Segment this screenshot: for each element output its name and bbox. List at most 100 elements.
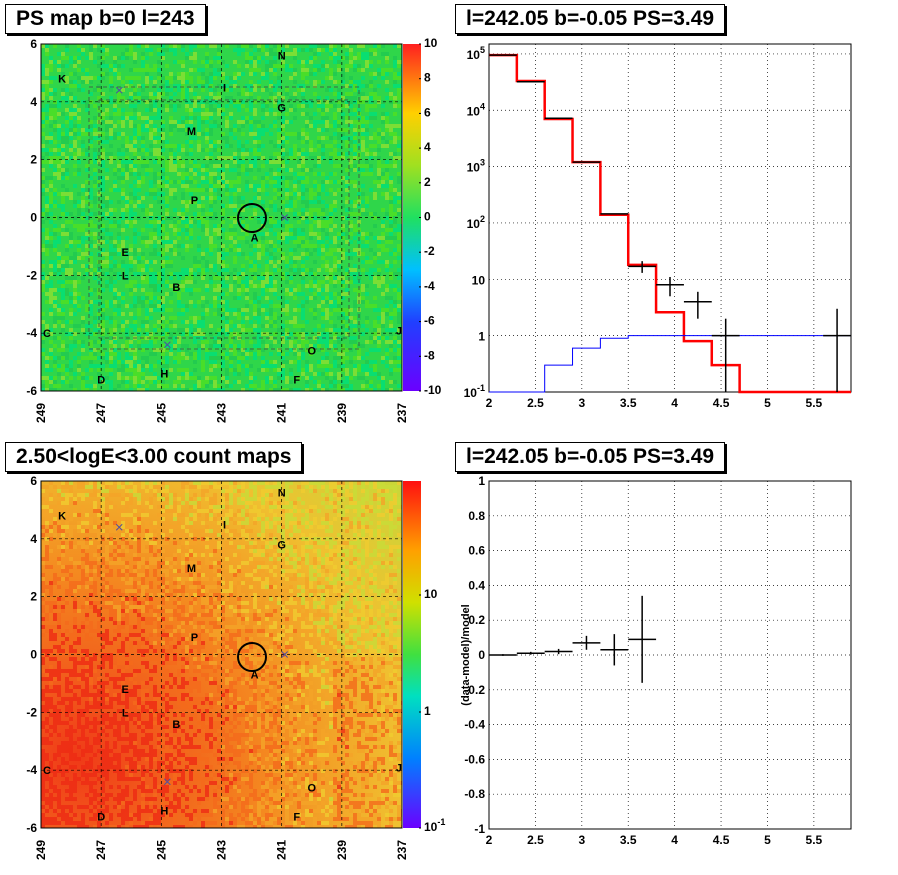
ps-x-tick-label: 245: [154, 403, 168, 423]
source-label-F: F: [293, 374, 300, 386]
residual-title: l=242.05 b=-0.05 PS=3.49: [455, 442, 726, 472]
source-label-O: O: [307, 783, 316, 795]
source-label-E: E: [122, 247, 129, 259]
ps-cbar-tick-label: -8: [424, 348, 435, 362]
ps-y-tick-label: 6: [30, 37, 37, 51]
cnt-y-tick-label: 4: [30, 532, 37, 546]
count-map-axes: 249 247 245 243 241 239 237 6 4 2 0 -2 -4 -6: [26, 474, 409, 860]
residual-grid: [488, 480, 851, 830]
count-map-source-labels: K N I G M P A EL B C J O D H F: [43, 488, 402, 824]
source-label-L: L: [122, 270, 129, 282]
cnt-y-tick-label: -2: [26, 705, 37, 719]
ps-map-axes: 249 247 245 243 241 239 237 6 4 2 0 -2 -4 -6: [26, 37, 409, 423]
source-label-I: I: [223, 519, 226, 531]
spec-y-tick-label: 102: [467, 214, 485, 231]
spec-x-tick-label: 5: [764, 396, 771, 410]
ps-x-tick-label: 239: [335, 403, 349, 423]
res-x-tick-label: 2.5: [527, 833, 544, 847]
res-y-tick-label: 0.8: [468, 509, 485, 523]
res-x-tick-label: 4: [671, 833, 678, 847]
ps-map-title: PS map b=0 l=243: [5, 4, 206, 34]
ps-cbar-tick-label: 10: [424, 36, 438, 50]
ps-colorbar: [403, 44, 421, 391]
source-label-K: K: [58, 74, 66, 86]
ps-cbar-tick-label: -4: [424, 279, 435, 293]
spec-x-tick-label: 4.5: [713, 396, 730, 410]
cnt-x-tick-label: 247: [94, 840, 108, 860]
source-cross-marker: [281, 651, 289, 658]
ps-x-tick-label: 249: [34, 403, 48, 423]
cnt-y-tick-label: -6: [26, 821, 37, 835]
cnt-x-tick-label: 237: [395, 840, 409, 860]
source-label-O: O: [307, 346, 316, 358]
source-cross-marker: [281, 214, 289, 221]
cnt-cbar-tick-label: 10-1: [424, 817, 445, 834]
res-y-tick-label: 0: [478, 648, 485, 662]
ps-cbar-tick-label: 6: [424, 105, 431, 119]
residual-panel: 2 2.5 3 3.5 4 4.5 5 5.5 1 0.8 0.6 0.4 0.2 0 -0.2 -0.4 -0…: [460, 474, 852, 847]
ps-x-tick-label: 243: [215, 403, 229, 423]
spec-x-tick-label: 3: [578, 396, 585, 410]
residual-axes: 2 2.5 3 3.5 4 4.5 5 5.5 1 0.8 0.6 0.4 0.2 0 -0.2 -0.4 -0…: [464, 474, 822, 847]
res-y-tick-label: -1: [474, 822, 485, 836]
res-y-tick-label: -0.4: [464, 718, 485, 732]
count-colorbar-ticks: 10 1 10-1: [419, 587, 445, 834]
source-label-E: E: [122, 684, 129, 696]
cnt-cbar-tick-label: 1: [424, 704, 431, 718]
spec-y-tick-label: 105: [467, 45, 485, 62]
res-x-tick-label: 3.5: [620, 833, 637, 847]
cnt-y-tick-label: 2: [30, 590, 37, 604]
source-label-K: K: [58, 511, 66, 523]
spec-y-tick-label: 10: [472, 273, 486, 287]
ps-y-tick-label: 2: [30, 153, 37, 167]
count-target-circle: [237, 642, 267, 672]
ps-cbar-tick-label: 0: [424, 210, 431, 224]
res-y-tick-label: -0.2: [464, 683, 485, 697]
source-label-C: C: [43, 765, 51, 777]
ps-y-tick-label: -4: [26, 326, 37, 340]
source-label-N: N: [278, 488, 286, 500]
ps-y-tick-label: 0: [30, 211, 37, 225]
source-label-M: M: [187, 563, 196, 575]
count-map-pixels: [41, 481, 402, 828]
ps-map-source-labels: K N I G M P A EL B C J O D H F: [43, 51, 402, 387]
ps-map-panel: 10 8 6 4 2 0 -2 -4 -6 -8 -10 249 247 245 243 241 239 237…: [26, 36, 441, 423]
res-x-tick-label: 5.5: [806, 833, 823, 847]
source-label-H: H: [160, 806, 168, 818]
count-map-title: 2.50<logE<3.00 count maps: [5, 442, 303, 472]
res-y-tick-label: 0.4: [468, 578, 485, 592]
cnt-y-tick-label: 0: [30, 648, 37, 662]
ps-colorbar-ticks: 10 8 6 4 2 0 -2 -4 -6 -8 -10: [419, 36, 442, 397]
res-x-tick-label: 2: [486, 833, 493, 847]
res-y-tick-label: -0.6: [464, 752, 485, 766]
ps-cbar-tick-label: -6: [424, 314, 435, 328]
cnt-y-tick-label: -4: [26, 763, 37, 777]
res-x-tick-label: 4.5: [713, 833, 730, 847]
source-label-A: A: [251, 670, 259, 682]
source-label-P: P: [191, 632, 198, 644]
cnt-x-tick-label: 245: [154, 840, 168, 860]
source-label-G: G: [277, 103, 286, 115]
residual-series: [489, 595, 657, 683]
source-label-L: L: [122, 707, 129, 719]
cnt-x-tick-label: 239: [335, 840, 349, 860]
count-colorbar: [403, 481, 421, 828]
ps-target-circle: [237, 203, 267, 233]
spec-x-tick-label: 2: [486, 396, 493, 410]
spec-x-tick-label: 4: [671, 396, 678, 410]
cnt-cbar-tick-label: 10: [424, 587, 438, 601]
source-label-D: D: [97, 811, 105, 823]
ps-roi-outline: [88, 86, 360, 350]
spec-x-tick-label: 5.5: [806, 396, 823, 410]
source-label-P: P: [191, 195, 198, 207]
cnt-x-tick-label: 249: [34, 840, 48, 860]
source-label-B: B: [172, 719, 180, 731]
source-label-A: A: [251, 233, 259, 245]
source-label-F: F: [293, 811, 300, 823]
ps-cbar-tick-label: -2: [424, 244, 435, 258]
source-cross-marker: [115, 86, 123, 94]
spec-y-tick-label: 103: [467, 158, 485, 175]
